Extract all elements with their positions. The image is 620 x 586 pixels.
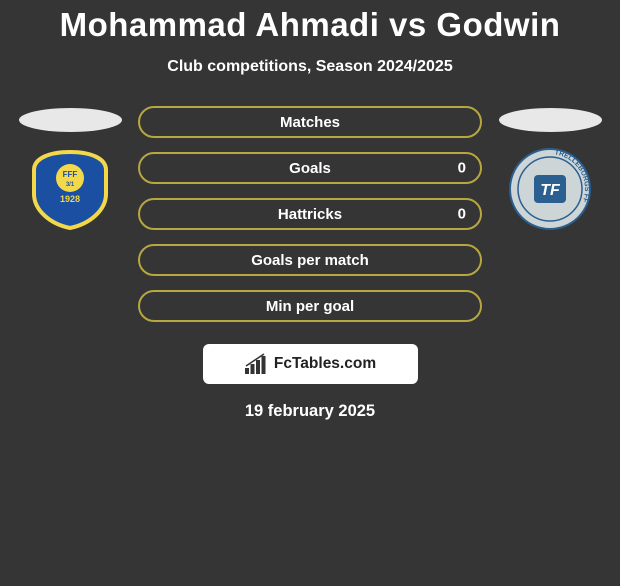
svg-text:1928: 1928 (60, 194, 80, 204)
stat-row-hattricks: Hattricks 0 (138, 198, 482, 230)
brand-text: FcTables.com (274, 355, 376, 373)
svg-text:FFF: FFF (63, 170, 78, 179)
right-platform (499, 108, 602, 132)
stat-label: Min per goal (266, 298, 354, 315)
right-team-col: TRELLEBORGS FF TF (490, 106, 610, 230)
comparison-area: FFF 3/1 1928 Matches Goals 0 Hattricks 0… (8, 106, 612, 322)
brand-badge: FcTables.com (203, 344, 418, 384)
stat-label: Goals per match (251, 252, 369, 269)
svg-text:3/1: 3/1 (66, 182, 75, 188)
stat-row-matches: Matches (138, 106, 482, 138)
left-team-logo: FFF 3/1 1928 (20, 148, 120, 230)
stat-label: Matches (280, 114, 340, 131)
subtitle: Club competitions, Season 2024/2025 (8, 58, 612, 76)
svg-text:TF: TF (540, 182, 561, 199)
page-title: Mohammad Ahmadi vs Godwin (8, 6, 612, 44)
right-team-logo: TRELLEBORGS FF TF (500, 148, 600, 230)
left-team-col: FFF 3/1 1928 (10, 106, 130, 230)
stat-row-goals-per-match: Goals per match (138, 244, 482, 276)
chart-icon (244, 353, 268, 375)
stat-label: Goals (289, 160, 331, 177)
stats-column: Matches Goals 0 Hattricks 0 Goals per ma… (130, 106, 490, 322)
stat-row-goals: Goals 0 (138, 152, 482, 184)
stat-value-right: 0 (458, 160, 466, 177)
stat-row-min-per-goal: Min per goal (138, 290, 482, 322)
stat-value-right: 0 (458, 206, 466, 223)
stat-label: Hattricks (278, 206, 342, 223)
left-platform (19, 108, 122, 132)
date-text: 19 february 2025 (8, 402, 612, 421)
